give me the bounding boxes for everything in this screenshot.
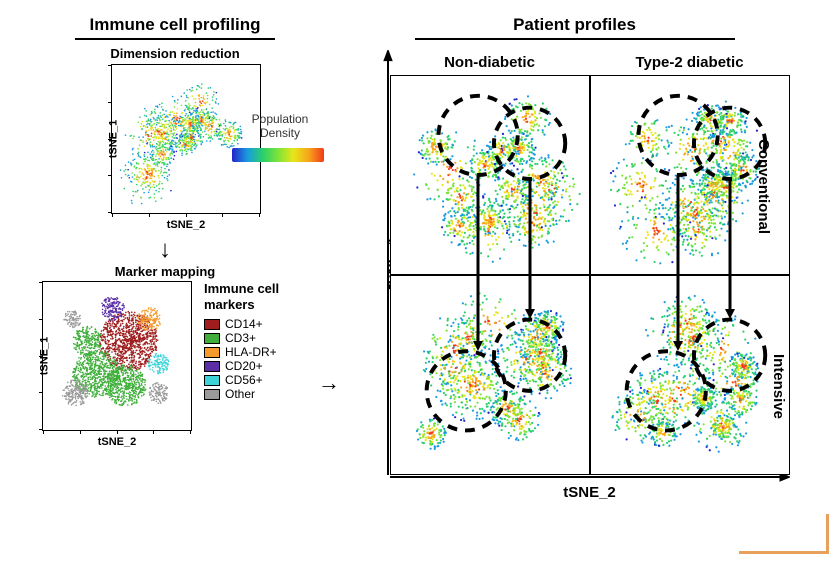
row-header-0: Conventional	[755, 139, 772, 234]
legend-label: CD20+	[225, 359, 263, 373]
col-header-1: Type-2 diabetic	[590, 50, 790, 75]
arrow-down-icon: ↓	[159, 238, 171, 262]
legend-swatch	[204, 347, 220, 358]
grid-cell-1-1	[590, 275, 790, 475]
patient-profiles-grid: Non-diabeticType-2 diabetic tSNE_1 tSNE_…	[390, 50, 790, 475]
legend-swatch	[204, 375, 220, 386]
marker-legend-title: Immune cell markers	[204, 281, 330, 312]
dimension-reduction-plot-wrap: tSNE_1 tSNE_2	[111, 64, 261, 214]
legend-label: CD3+	[225, 331, 256, 345]
grid-cell-1-0	[390, 275, 590, 475]
grid-cell-0-0	[390, 75, 590, 275]
legend-swatch	[204, 333, 220, 344]
population-density-label: Population Density	[245, 112, 315, 141]
legend-item-cd14: CD14+	[204, 317, 330, 331]
col-header-0: Non-diabetic	[390, 50, 590, 75]
marker-scatter	[43, 282, 191, 430]
legend-item-hladr: HLA-DR+	[204, 345, 330, 359]
grid-axis-x: tSNE_2	[563, 484, 616, 501]
axis-x-label: tSNE_2	[167, 219, 206, 231]
grid-row-1	[390, 275, 790, 475]
legend-label: Other	[225, 387, 255, 401]
legend-label: CD14+	[225, 317, 263, 331]
legend-item-cd56: CD56+	[204, 373, 330, 387]
immune-cell-profiling-panel: Immune cell profiling Dimension reductio…	[20, 15, 330, 549]
axis-x-label-2: tSNE_2	[98, 436, 137, 448]
left-section-title: Immune cell profiling	[75, 15, 275, 40]
legend-label: HLA-DR+	[225, 345, 277, 359]
row-header-1: Intensive	[770, 354, 787, 419]
corner-decoration	[739, 514, 829, 554]
marker-legend: Immune cell markers CD14+CD3+HLA-DR+CD20…	[204, 281, 330, 401]
legend-item-other: Other	[204, 387, 330, 401]
dimension-reduction-plot: tSNE_1 tSNE_2	[111, 64, 261, 214]
legend-item-cd3: CD3+	[204, 331, 330, 345]
right-section-title: Patient profiles	[415, 15, 735, 40]
grid-row-0	[390, 75, 790, 275]
marker-mapping-label: Marker mapping	[115, 264, 215, 279]
legend-item-cd20: CD20+	[204, 359, 330, 373]
legend-swatch	[204, 361, 220, 372]
dimension-reduction-label: Dimension reduction	[110, 46, 239, 61]
legend-swatch	[204, 389, 220, 400]
density-gradient-bar	[232, 148, 324, 162]
patient-profiles-panel: Patient profiles Non-diabeticType-2 diab…	[330, 15, 819, 549]
legend-swatch	[204, 319, 220, 330]
marker-mapping-plot-wrap: tSNE_1 tSNE_2	[42, 281, 192, 431]
legend-label: CD56+	[225, 373, 263, 387]
marker-mapping-plot: tSNE_1 tSNE_2	[42, 281, 192, 431]
density-scatter	[112, 65, 260, 213]
